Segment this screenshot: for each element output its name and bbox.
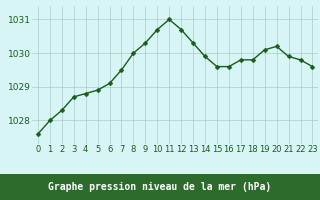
Text: Graphe pression niveau de la mer (hPa): Graphe pression niveau de la mer (hPa) (48, 182, 272, 192)
